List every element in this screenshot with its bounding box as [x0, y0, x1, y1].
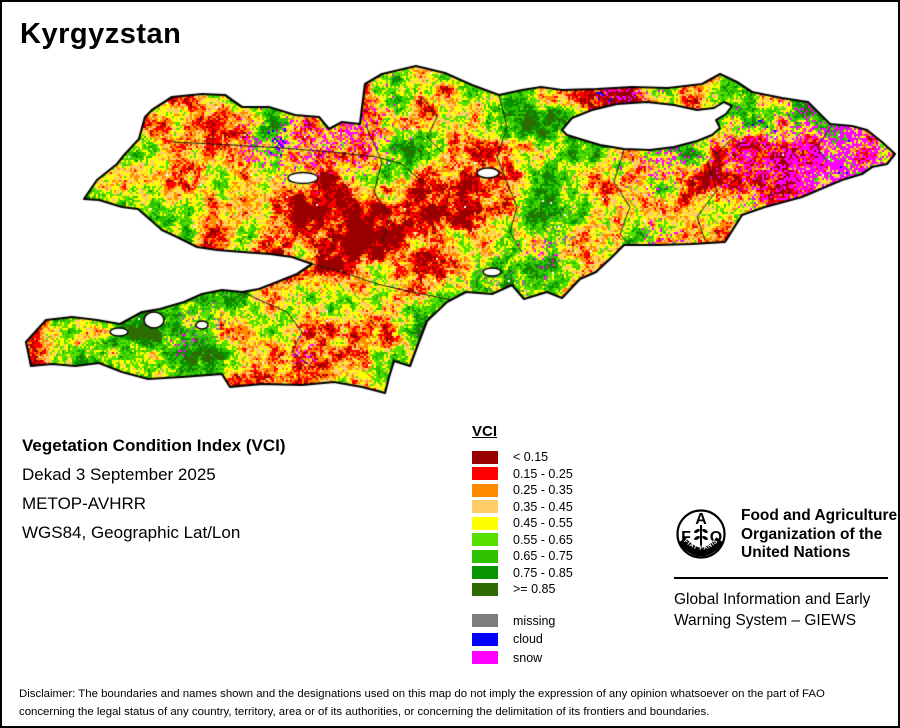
info-sensor: METOP-AVHRR: [22, 494, 147, 513]
legend-label: >= 0.85: [513, 582, 556, 597]
legend-extra-rows: missing cloud snow: [472, 612, 573, 668]
fao-logo-letter-a: A: [695, 511, 707, 528]
legend-label: 0.45 - 0.55: [513, 516, 573, 531]
legend-label: 0.25 - 0.35: [513, 483, 573, 498]
legend-label: < 0.15: [513, 450, 549, 465]
legend-row: 0.55 - 0.65: [472, 532, 573, 549]
legend-swatch: [472, 500, 498, 514]
legend-label: 0.15 - 0.25: [513, 466, 573, 481]
giews-line: Warning System – GIEWS: [674, 612, 857, 629]
legend-row: 0.25 - 0.35: [472, 482, 573, 499]
info-projection: WGS84, Geographic Lat/Lon: [22, 523, 241, 542]
legend-swatch: [472, 651, 498, 665]
giews-line: Global Information and Early: [674, 591, 871, 608]
info-dekad: Dekad 3 September 2025: [22, 465, 216, 484]
giews-name: Global Information and Early Warning Sys…: [674, 589, 870, 631]
legend-swatch: [472, 516, 498, 530]
legend-label: missing: [513, 613, 556, 628]
fao-logo: F A O FIAT PANIS: [676, 509, 726, 559]
legend-row: cloud: [472, 630, 573, 649]
legend-class-rows: < 0.15 0.15 - 0.25 0.25 - 0.35 0.35 - 0.45 0…: [472, 449, 573, 598]
legend-swatch: [472, 614, 498, 628]
legend-swatch: [472, 467, 498, 481]
fao-logo-wheat-grain: [702, 528, 708, 534]
legend-swatch: [472, 483, 498, 497]
fao-logo-wheat-grain: [702, 535, 708, 541]
legend-row: 0.65 - 0.75: [472, 548, 573, 565]
page-title: Kyrgyzstan: [20, 18, 182, 50]
fao-logo-wheat-grain: [694, 528, 700, 534]
vci-legend: VCI < 0.15 0.15 - 0.25 0.25 - 0.35 0.35 - 0…: [472, 423, 573, 667]
legend-row: >= 0.85: [472, 581, 573, 598]
legend-swatch: [472, 533, 498, 547]
fao-logo-wheat-grain: [694, 535, 700, 541]
info-heading: Vegetation Condition Index (VCI): [22, 436, 286, 455]
legend-swatch: [472, 450, 498, 464]
legend-row: 0.15 - 0.25: [472, 466, 573, 483]
legend-label: snow: [513, 650, 543, 665]
legend-label: 0.35 - 0.45: [513, 499, 573, 514]
legend-label: 0.65 - 0.75: [513, 549, 573, 564]
disclaimer-line: concerning the legal status of any count…: [19, 706, 710, 718]
legend-row: 0.35 - 0.45: [472, 499, 573, 516]
fao-logo-letter-f: F: [681, 529, 691, 546]
legend-swatch: [472, 582, 498, 596]
legend-label: cloud: [513, 632, 543, 647]
fao-org-name: Food and Agriculture Organization of the…: [741, 507, 897, 563]
fao-org-line: United Nations: [741, 544, 851, 561]
legend-swatch: [472, 632, 498, 646]
branding-separator-line: [674, 577, 888, 579]
legend-row: missing: [472, 612, 573, 631]
legend-title: VCI: [472, 423, 498, 440]
fao-logo-letter-o: O: [710, 529, 722, 546]
legend-label: 0.55 - 0.65: [513, 532, 573, 547]
fao-logo-crescent: [678, 537, 724, 557]
legend-swatch: [472, 549, 498, 563]
legend-label: 0.75 - 0.85: [513, 565, 573, 580]
legend-row: 0.45 - 0.55: [472, 515, 573, 532]
legend-row: 0.75 - 0.85: [472, 565, 573, 582]
legend-row: snow: [472, 649, 573, 668]
map-info-block: Vegetation Condition Index (VCI) Dekad 3…: [22, 431, 286, 547]
disclaimer-line: Disclaimer: The boundaries and names sho…: [19, 688, 825, 700]
legend-swatch: [472, 566, 498, 580]
fao-org-line: Organization of the: [741, 525, 883, 543]
fao-org-line: Food and Agriculture: [741, 507, 898, 524]
disclaimer: Disclaimer: The boundaries and names sho…: [19, 685, 825, 721]
legend-row: < 0.15: [472, 449, 573, 466]
